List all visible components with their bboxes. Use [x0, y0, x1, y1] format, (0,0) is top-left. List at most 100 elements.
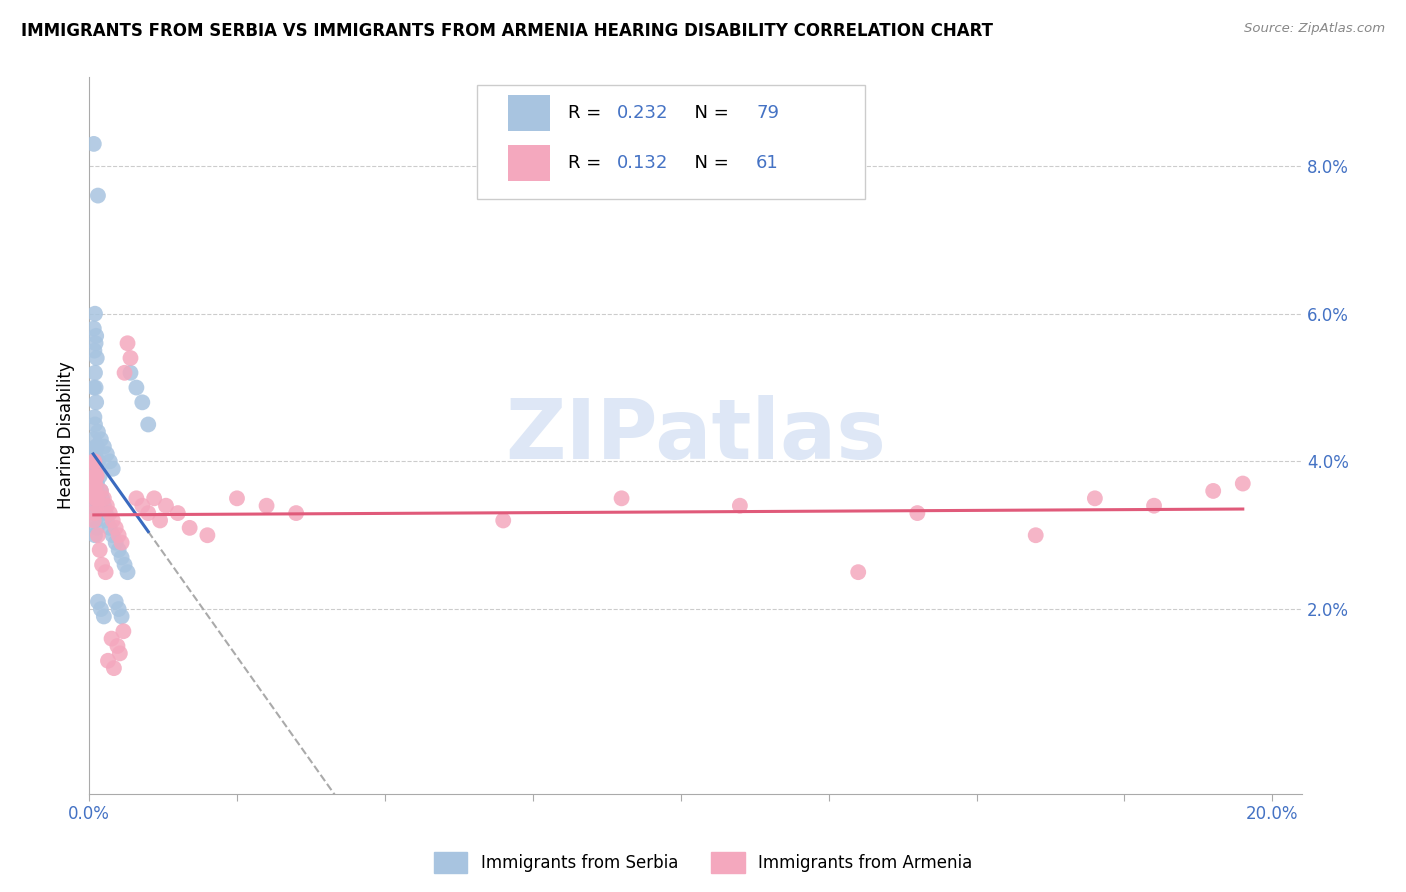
Text: N =: N = [683, 103, 735, 121]
Text: 0.232: 0.232 [617, 103, 668, 121]
Point [90, 602, 112, 616]
Point [84, 417, 107, 432]
Point [90, 483, 112, 498]
Text: R =: R = [568, 153, 607, 172]
Point [84, 499, 107, 513]
Point [84, 483, 107, 498]
Point [86, 351, 108, 365]
Point [110, 609, 132, 624]
FancyBboxPatch shape [508, 145, 550, 181]
Point [83, 343, 105, 358]
Point [84, 329, 107, 343]
Point [101, 462, 124, 476]
Point [84, 513, 107, 527]
Point [131, 395, 153, 409]
Point [905, 506, 928, 520]
Point [93, 491, 115, 506]
Point [83, 491, 105, 506]
Point [84, 447, 107, 461]
Point [84, 483, 107, 498]
Point [84, 336, 107, 351]
Point [125, 491, 148, 506]
Point [114, 558, 136, 572]
Point [83, 321, 105, 335]
Point [89, 543, 111, 558]
Point [84, 476, 107, 491]
Point [83, 491, 105, 506]
Point [86, 476, 108, 491]
Point [96, 513, 118, 527]
Point [107, 602, 129, 616]
Point [1025, 528, 1047, 542]
Point [83, 454, 105, 468]
Point [84, 469, 107, 483]
Point [83, 136, 105, 151]
Point [86, 476, 108, 491]
Point [84, 483, 107, 498]
FancyBboxPatch shape [508, 95, 550, 130]
Point [90, 483, 112, 498]
Point [107, 543, 129, 558]
Point [83, 506, 105, 520]
Point [83, 476, 105, 491]
Point [84, 506, 107, 520]
Point [149, 513, 172, 527]
Point [256, 499, 278, 513]
Point [143, 491, 166, 506]
Point [728, 499, 751, 513]
Text: IMMIGRANTS FROM SERBIA VS IMMIGRANTS FROM ARMENIA HEARING DISABILITY CORRELATION: IMMIGRANTS FROM SERBIA VS IMMIGRANTS FRO… [21, 22, 993, 40]
Point [83, 476, 105, 491]
Point [197, 528, 219, 542]
Point [107, 528, 129, 542]
Point [107, 639, 129, 653]
Text: 61: 61 [756, 153, 779, 172]
Point [84, 528, 107, 542]
Point [110, 550, 132, 565]
Point [98, 521, 121, 535]
Point [83, 462, 105, 476]
Point [101, 528, 124, 542]
Point [97, 654, 120, 668]
Point [84, 483, 107, 498]
Point [83, 469, 105, 483]
Point [86, 454, 108, 468]
Point [136, 506, 159, 520]
Point [94, 506, 117, 520]
Point [96, 499, 118, 513]
Point [91, 491, 114, 506]
Point [93, 499, 115, 513]
Point [98, 454, 121, 468]
Point [93, 609, 115, 624]
Point [83, 483, 105, 498]
Point [166, 506, 188, 520]
Point [120, 366, 142, 380]
Point [84, 454, 107, 468]
Legend: Immigrants from Serbia, Immigrants from Armenia: Immigrants from Serbia, Immigrants from … [427, 846, 979, 880]
Point [84, 380, 107, 394]
Point [83, 476, 105, 491]
Point [84, 483, 107, 498]
Point [89, 469, 111, 483]
Point [84, 469, 107, 483]
Point [610, 491, 633, 506]
Point [117, 565, 139, 579]
Point [94, 565, 117, 579]
Point [86, 491, 108, 506]
Point [101, 513, 124, 527]
Point [83, 483, 105, 498]
Text: ZIPatlas: ZIPatlas [505, 395, 886, 476]
Point [86, 440, 108, 454]
Point [179, 521, 201, 535]
Point [84, 307, 107, 321]
Point [1202, 483, 1225, 498]
Text: R =: R = [568, 103, 607, 121]
Point [83, 454, 105, 468]
Point [84, 491, 107, 506]
Text: Source: ZipAtlas.com: Source: ZipAtlas.com [1244, 22, 1385, 36]
Point [846, 565, 869, 579]
Point [1232, 476, 1254, 491]
Point [87, 454, 110, 468]
Point [285, 506, 308, 520]
Point [84, 469, 107, 483]
Point [91, 558, 114, 572]
